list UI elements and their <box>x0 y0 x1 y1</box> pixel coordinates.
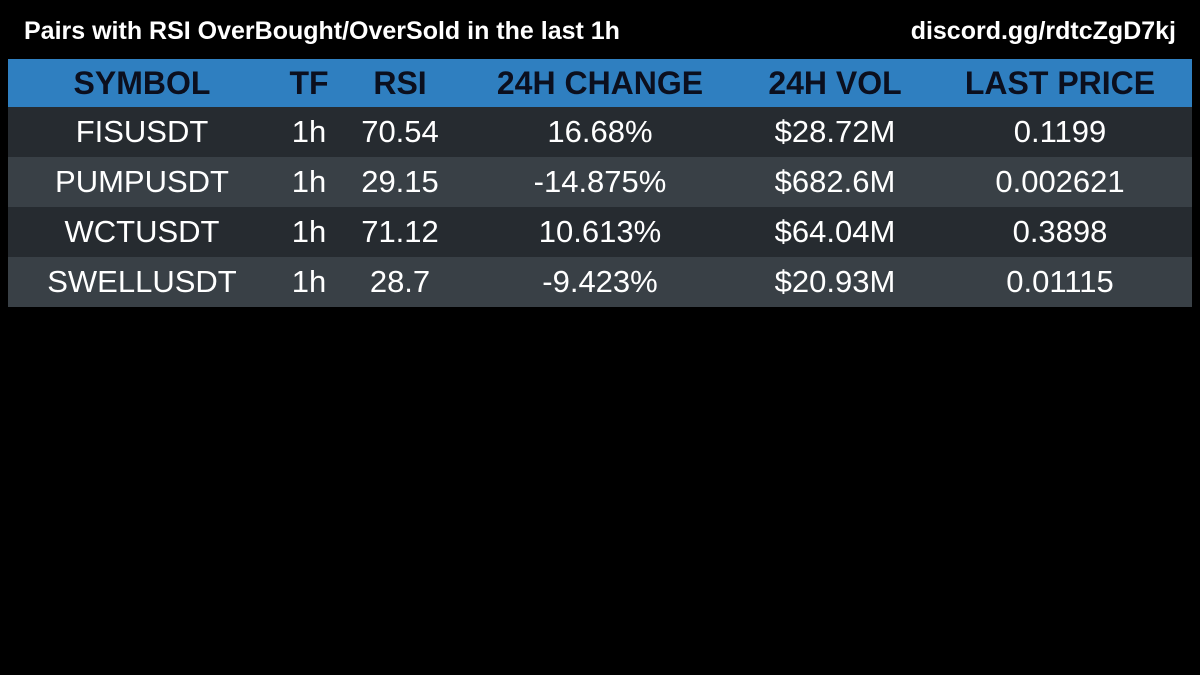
cell-rsi: 71.12 <box>342 207 458 257</box>
cell-tf: 1h <box>276 207 342 257</box>
cell-tf: 1h <box>276 107 342 157</box>
column-header-24h-change: 24H CHANGE <box>458 59 742 107</box>
cell-last-price: 0.3898 <box>928 207 1192 257</box>
table-header-row: SYMBOL TF RSI 24H CHANGE 24H VOL LAST PR… <box>8 59 1192 107</box>
cell-24h-vol: $682.6M <box>742 157 928 207</box>
cell-symbol: PUMPUSDT <box>8 157 276 207</box>
cell-tf: 1h <box>276 257 342 307</box>
table-row: PUMPUSDT 1h 29.15 -14.875% $682.6M 0.002… <box>8 157 1192 207</box>
cell-symbol: WCTUSDT <box>8 207 276 257</box>
column-header-tf: TF <box>276 59 342 107</box>
cell-24h-change: 16.68% <box>458 107 742 157</box>
cell-rsi: 70.54 <box>342 107 458 157</box>
cell-last-price: 0.002621 <box>928 157 1192 207</box>
cell-symbol: FISUSDT <box>8 107 276 157</box>
cell-rsi: 29.15 <box>342 157 458 207</box>
cell-last-price: 0.1199 <box>928 107 1192 157</box>
column-header-24h-vol: 24H VOL <box>742 59 928 107</box>
column-header-last-price: LAST PRICE <box>928 59 1192 107</box>
top-bar: Pairs with RSI OverBought/OverSold in th… <box>0 0 1200 62</box>
cell-24h-vol: $20.93M <box>742 257 928 307</box>
table-row: WCTUSDT 1h 71.12 10.613% $64.04M 0.3898 <box>8 207 1192 257</box>
rsi-pairs-table: SYMBOL TF RSI 24H CHANGE 24H VOL LAST PR… <box>8 59 1192 307</box>
column-header-symbol: SYMBOL <box>8 59 276 107</box>
page-title: Pairs with RSI OverBought/OverSold in th… <box>24 17 620 45</box>
cell-rsi: 28.7 <box>342 257 458 307</box>
cell-24h-vol: $64.04M <box>742 207 928 257</box>
column-header-rsi: RSI <box>342 59 458 107</box>
cell-tf: 1h <box>276 157 342 207</box>
cell-symbol: SWELLUSDT <box>8 257 276 307</box>
cell-24h-change: -9.423% <box>458 257 742 307</box>
cell-last-price: 0.01115 <box>928 257 1192 307</box>
cell-24h-vol: $28.72M <box>742 107 928 157</box>
cell-24h-change: 10.613% <box>458 207 742 257</box>
table-row: SWELLUSDT 1h 28.7 -9.423% $20.93M 0.0111… <box>8 257 1192 307</box>
discord-link[interactable]: discord.gg/rdtcZgD7kj <box>910 17 1176 45</box>
table-row: FISUSDT 1h 70.54 16.68% $28.72M 0.1199 <box>8 107 1192 157</box>
cell-24h-change: -14.875% <box>458 157 742 207</box>
